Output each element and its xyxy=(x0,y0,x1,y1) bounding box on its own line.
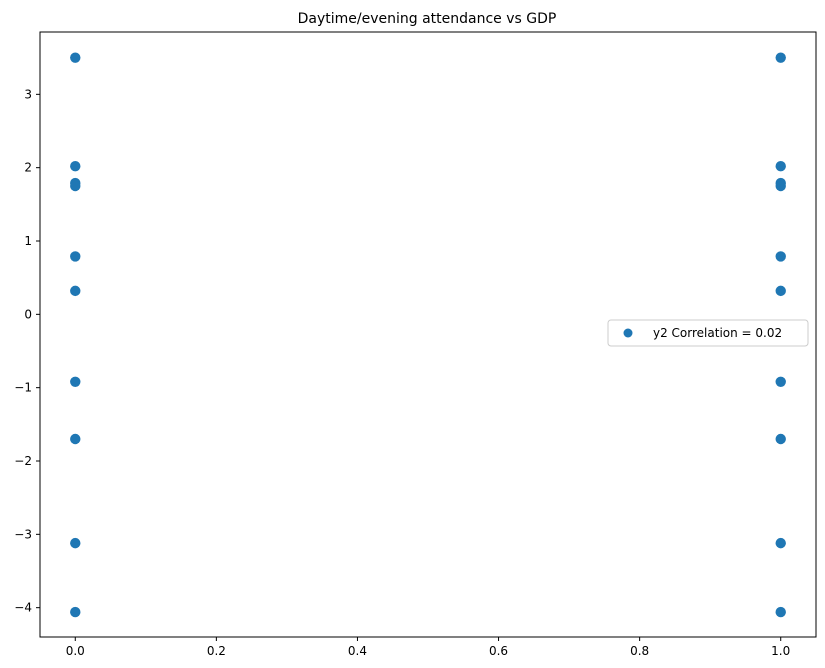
x-axis: 0.0 0.2 0.4 0.6 0.8 1.0 xyxy=(66,637,790,658)
data-point xyxy=(775,180,786,192)
x-tick-label: 0.4 xyxy=(348,644,367,658)
data-point xyxy=(70,180,81,192)
data-point xyxy=(70,251,81,262)
y-tick-label: 1 xyxy=(24,234,32,248)
data-point xyxy=(70,537,81,549)
data-point xyxy=(775,161,786,172)
y-axis: −4 −3 −2 −1 0 1 2 3 xyxy=(14,87,40,615)
data-point xyxy=(70,52,81,63)
x-tick-label: 0.0 xyxy=(66,644,85,658)
data-point xyxy=(70,606,81,618)
legend-label: y2 Correlation = 0.02 xyxy=(653,326,782,340)
data-point xyxy=(70,433,81,445)
legend: y2 Correlation = 0.02 xyxy=(607,319,809,347)
y-tick-label: 3 xyxy=(24,87,32,101)
data-point xyxy=(775,376,786,387)
y-tick-label: −3 xyxy=(14,527,32,541)
y-tick-label: 2 xyxy=(24,161,32,175)
data-point xyxy=(775,52,786,63)
x-tick-label: 0.8 xyxy=(630,644,649,658)
data-point xyxy=(775,606,786,618)
data-point xyxy=(775,537,786,549)
data-point xyxy=(775,285,786,297)
y-tick-label: 0 xyxy=(24,307,32,321)
chart-title: Daytime/evening attendance vs GDP xyxy=(298,11,557,27)
plot-area xyxy=(39,31,817,638)
x-tick-label: 0.2 xyxy=(207,644,226,658)
legend-box xyxy=(607,319,809,347)
x-tick-label: 1.0 xyxy=(771,644,790,658)
scatter-points xyxy=(70,52,786,618)
data-point xyxy=(70,161,81,172)
data-point xyxy=(775,251,786,262)
y-tick-label: −4 xyxy=(14,601,32,615)
y-tick-label: −1 xyxy=(14,381,32,395)
data-point xyxy=(70,285,81,297)
data-point xyxy=(70,376,81,387)
x-tick-label: 0.6 xyxy=(489,644,508,658)
legend-marker xyxy=(623,328,633,338)
data-point xyxy=(775,433,786,445)
y-tick-label: −2 xyxy=(14,454,32,468)
